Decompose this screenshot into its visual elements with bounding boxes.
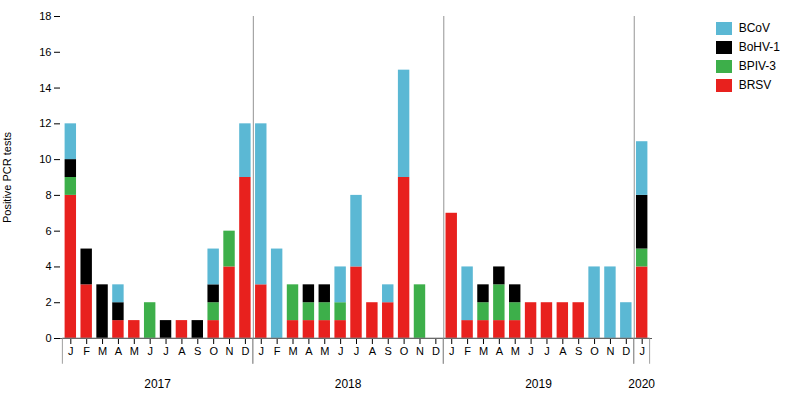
svg-text:A: A — [496, 345, 504, 357]
svg-text:D: D — [622, 345, 630, 357]
html-text:BoHV-1: BoHV-1 — [738, 40, 780, 54]
svg-text:S: S — [575, 345, 582, 357]
html-text:BCoV: BCoV — [738, 21, 770, 35]
svg-text:M: M — [511, 345, 520, 357]
svg-text:N: N — [226, 345, 234, 357]
svg-text:N: N — [416, 345, 424, 357]
svg-text:J: J — [354, 345, 360, 357]
svg-text:0: 0 — [45, 332, 51, 344]
svg-text:14: 14 — [39, 82, 51, 94]
svg-text:A: A — [115, 345, 123, 357]
svg-text:J: J — [259, 345, 265, 357]
svg-text:O: O — [400, 345, 409, 357]
svg-text:2: 2 — [45, 296, 51, 308]
svg-text:J: J — [449, 345, 455, 357]
svg-text:2019: 2019 — [525, 377, 552, 391]
svg-text:N: N — [606, 345, 614, 357]
svg-text:A: A — [305, 345, 313, 357]
svg-text:F: F — [83, 345, 90, 357]
html-text:BRSV: BRSV — [738, 78, 772, 92]
svg-text:D: D — [432, 345, 440, 357]
svg-text:A: A — [369, 345, 377, 357]
svg-text:O: O — [590, 345, 599, 357]
svg-text:J: J — [528, 345, 534, 357]
svg-text:M: M — [130, 345, 139, 357]
html-text:BPIV-3: BPIV-3 — [738, 59, 776, 73]
svg-text:8: 8 — [45, 189, 51, 201]
svg-text:A: A — [559, 345, 567, 357]
svg-text:O: O — [209, 345, 218, 357]
svg-text:2020: 2020 — [628, 377, 655, 391]
svg-text:12: 12 — [39, 117, 51, 129]
svg-text:2018: 2018 — [335, 377, 362, 391]
svg-text:J: J — [639, 345, 645, 357]
svg-text:18: 18 — [39, 10, 51, 22]
svg-text:J: J — [163, 345, 169, 357]
svg-text:J: J — [147, 345, 153, 357]
svg-text:M: M — [320, 345, 329, 357]
svg-text:F: F — [274, 345, 281, 357]
svg-text:Positive PCR tests: Positive PCR tests — [1, 131, 13, 223]
svg-text:2017: 2017 — [144, 377, 171, 391]
svg-text:J: J — [544, 345, 550, 357]
svg-text:10: 10 — [39, 153, 51, 165]
svg-text:J: J — [68, 345, 74, 357]
svg-text:6: 6 — [45, 225, 51, 237]
svg-text:S: S — [385, 345, 392, 357]
svg-text:J: J — [338, 345, 344, 357]
svg-text:S: S — [194, 345, 201, 357]
svg-text:D: D — [241, 345, 249, 357]
svg-text:A: A — [178, 345, 186, 357]
svg-text:4: 4 — [45, 260, 51, 272]
svg-text:M: M — [479, 345, 488, 357]
svg-text:F: F — [464, 345, 471, 357]
svg-text:16: 16 — [39, 46, 51, 58]
svg-text:M: M — [288, 345, 297, 357]
svg-text:M: M — [98, 345, 107, 357]
